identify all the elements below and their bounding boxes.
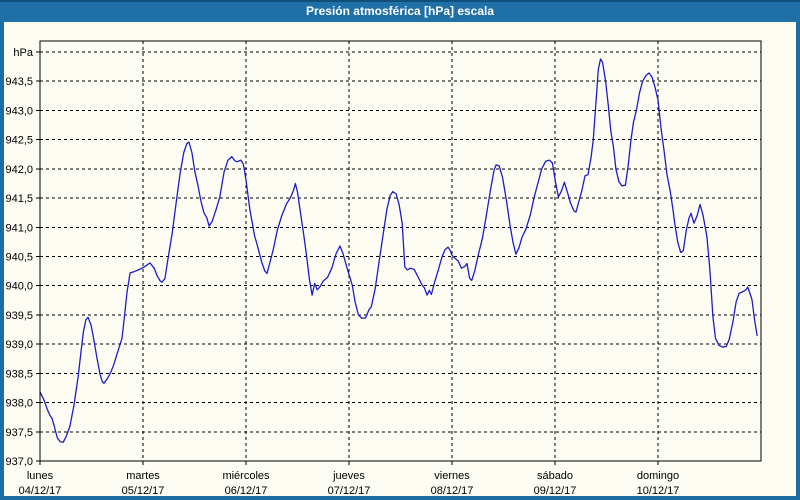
- x-axis-date-label: 10/12/17: [637, 485, 680, 496]
- pressure-line: [39, 58, 758, 443]
- y-axis-label: 942,0: [5, 164, 33, 176]
- pressure-chart: hPa 943,5 943,0 942,5 942,0 941,5 941,0 940,5 94…: [5, 40, 762, 496]
- x-axis-date-label: 04/12/17: [19, 485, 62, 496]
- x-axis-date-label: 06/12/17: [225, 485, 268, 496]
- y-axis-label: 942,5: [5, 135, 33, 147]
- x-axis-date-label: 08/12/17: [431, 485, 474, 496]
- y-axis-label: 940,0: [5, 281, 33, 293]
- window-title: Presión atmosférica [hPa] escala: [305, 4, 495, 18]
- y-axis-label: 941,0: [5, 222, 33, 234]
- y-axis-label: 943,0: [5, 105, 33, 117]
- x-axis-date-label: 09/12/17: [534, 485, 577, 496]
- y-axis-label: 939,5: [5, 310, 33, 322]
- x-axis-day-label: viernes: [434, 470, 470, 482]
- y-axis-label: 939,0: [5, 339, 33, 351]
- y-axis-label: 937,0: [5, 456, 33, 468]
- x-axis-day-label: lunes: [27, 470, 54, 482]
- chart-content-area: hPa 943,5 943,0 942,5 942,0 941,5 941,0 940,5 94…: [4, 22, 796, 496]
- y-axis-label: 940,5: [5, 252, 33, 264]
- y-axis-label: 937,5: [5, 427, 33, 439]
- x-axis-date-label: 07/12/17: [328, 485, 371, 496]
- y-axis-label: 943,5: [5, 76, 33, 88]
- x-axis-day-label: sábado: [537, 470, 573, 482]
- x-axis-day-label: martes: [126, 470, 160, 482]
- y-axis-unit-label: hPa: [13, 47, 33, 59]
- y-axis-label: 938,0: [5, 398, 33, 410]
- window-title-bar: Presión atmosférica [hPa] escala: [0, 0, 800, 22]
- y-axis-label: 941,5: [5, 193, 33, 205]
- x-axis-day-label: miércoles: [222, 470, 270, 482]
- plot-border: [39, 40, 762, 462]
- x-axis-day-label: jueves: [332, 470, 365, 482]
- y-axis-label: 938,5: [5, 368, 33, 380]
- x-axis-date-label: 05/12/17: [122, 485, 165, 496]
- x-axis-day-label: domingo: [637, 470, 679, 482]
